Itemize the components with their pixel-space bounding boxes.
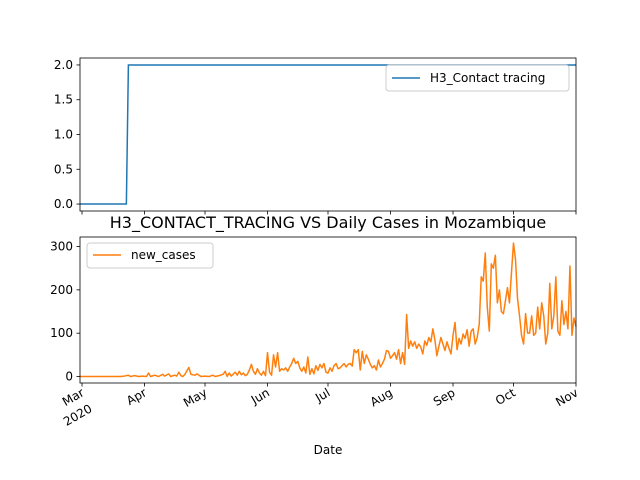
bottom-y-tick-label: 0	[65, 370, 73, 384]
bottom-y-tick-label: 200	[50, 283, 73, 297]
top-legend-box	[385, 64, 570, 92]
x-tick-label: Jul	[312, 385, 332, 405]
top-y-tick-label: 0.0	[54, 197, 73, 211]
top-y-ticks: 0.0 0.5 1.0 1.5 2.0	[54, 58, 80, 211]
top-y-tick-label: 2.0	[54, 58, 73, 72]
bottom-y-tick-label: 100	[50, 326, 73, 340]
chart-title: H3_CONTACT_TRACING VS Daily Cases in Moz…	[110, 213, 546, 233]
top-y-tick-label: 1.0	[54, 128, 73, 142]
top-legend-label: H3_Contact tracing	[430, 71, 545, 85]
bottom-y-tick-label: 300	[50, 240, 73, 254]
top-y-tick-label: 0.5	[54, 162, 73, 176]
top-axes-frame	[79, 57, 577, 212]
bottom-legend: new_cases	[86, 242, 214, 269]
top-panel: 0.0 0.5 1.0 1.5 2.0 H3_Contact tracing	[54, 57, 577, 215]
series-line-h3-contact-tracing	[80, 64, 576, 205]
top-x-ticks	[81, 211, 577, 215]
bottom-legend-label: new_cases	[131, 248, 196, 262]
bottom-legend-box	[86, 242, 214, 269]
top-legend: H3_Contact tracing	[385, 64, 570, 92]
top-y-tick-label: 1.5	[54, 93, 73, 107]
series-line-new-cases	[80, 242, 577, 378]
bottom-y-ticks: 0 100 200 300	[50, 240, 80, 384]
bottom-axes-frame	[79, 236, 577, 384]
x-axis-label: Date	[314, 443, 343, 457]
